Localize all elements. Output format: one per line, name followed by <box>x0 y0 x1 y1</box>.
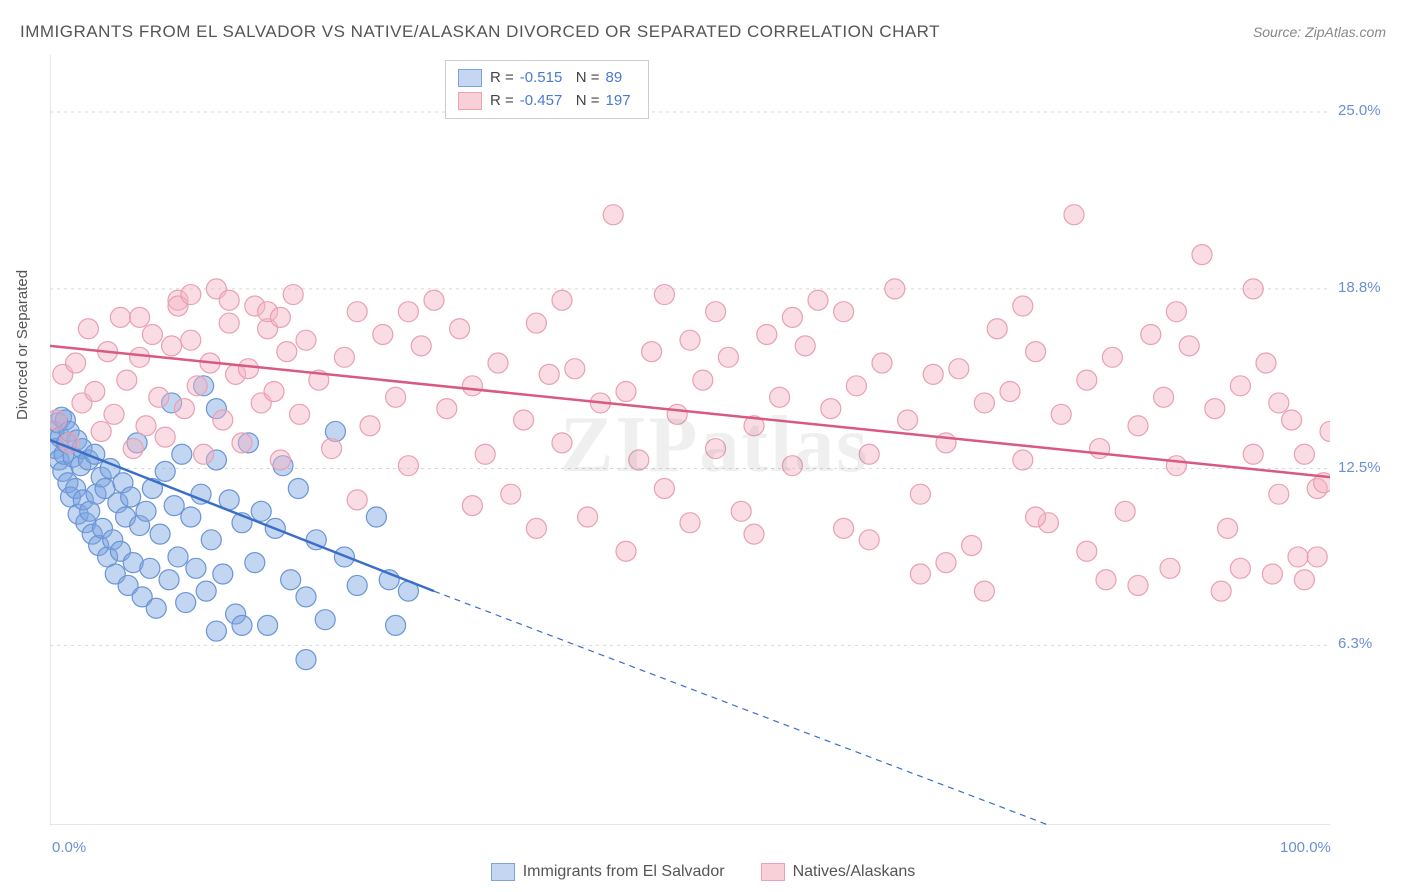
scatter-plot <box>50 55 1330 825</box>
y-tick-label: 25.0% <box>1338 102 1381 119</box>
n-value: 197 <box>606 90 636 113</box>
legend-swatch <box>761 863 785 881</box>
r-value: -0.457 <box>520 90 570 113</box>
x-tick-label: 100.0% <box>1280 839 1331 856</box>
x-tick-label: 0.0% <box>52 839 86 856</box>
legend-label: Natives/Alaskans <box>793 863 916 881</box>
y-tick-label: 12.5% <box>1338 459 1381 476</box>
n-label: N = <box>576 90 600 113</box>
source-label: Source: ZipAtlas.com <box>1253 24 1386 40</box>
n-value: 89 <box>606 67 636 90</box>
r-label: R = <box>490 90 514 113</box>
n-label: N = <box>576 67 600 90</box>
legend-item: Immigrants from El Salvador <box>491 863 725 881</box>
legend-swatch <box>458 69 482 87</box>
legend-item: Natives/Alaskans <box>761 863 916 881</box>
series-legend: Immigrants from El Salvador Natives/Alas… <box>0 863 1406 886</box>
r-value: -0.515 <box>520 67 570 90</box>
legend-row: R = -0.457 N = 197 <box>458 90 636 113</box>
legend-swatch <box>458 92 482 110</box>
r-label: R = <box>490 67 514 90</box>
y-axis-label: Divorced or Separated <box>14 270 31 420</box>
y-tick-label: 6.3% <box>1338 635 1372 652</box>
chart-title: IMMIGRANTS FROM EL SALVADOR VS NATIVE/AL… <box>20 22 940 42</box>
legend-label: Immigrants from El Salvador <box>523 863 725 881</box>
legend-row: R = -0.515 N = 89 <box>458 67 636 90</box>
correlation-legend: R = -0.515 N = 89 R = -0.457 N = 197 <box>445 60 649 119</box>
legend-swatch <box>491 863 515 881</box>
y-tick-label: 18.8% <box>1338 279 1381 296</box>
